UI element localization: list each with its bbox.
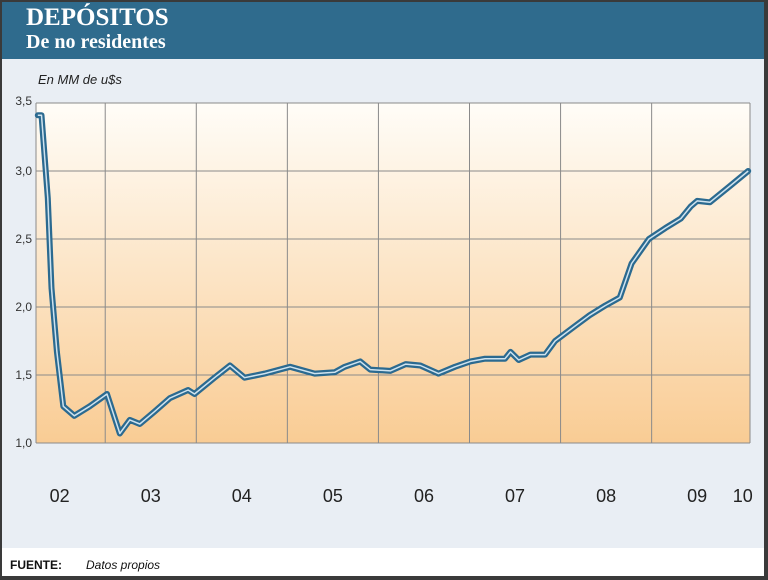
x-tick-label: 08: [596, 486, 616, 506]
y-tick-label: 1,0: [15, 436, 32, 450]
line-chart: En MM de u$s 1,0 1,5 2,0 2,5 3,0 3,5 02 03 04 05 0…: [15, 72, 753, 506]
chart-header: DEPÓSITOS De no residentes: [2, 2, 764, 59]
y-tick-label: 3,0: [15, 164, 32, 178]
chart-subtitle: De no residentes: [26, 31, 166, 53]
x-tick-label: 07: [505, 486, 525, 506]
source-footer: FUENTE: Datos propios: [2, 548, 764, 576]
x-tick-label: 04: [232, 486, 252, 506]
x-tick-label: 09: [687, 486, 707, 506]
source-label: FUENTE:: [10, 558, 62, 572]
y-tick-label: 2,5: [15, 232, 32, 246]
series-line: [37, 114, 749, 435]
x-tick-label: 06: [414, 486, 434, 506]
source-text: Datos propios: [86, 558, 161, 572]
y-tick-label: 3,5: [15, 94, 32, 108]
chart-title: DEPÓSITOS: [26, 4, 169, 31]
x-tick-label: 10: [733, 486, 753, 506]
y-tick-label: 1,5: [15, 368, 32, 382]
y-tick-label: 2,0: [15, 300, 32, 314]
plot-area: [36, 103, 750, 443]
x-tick-label: 03: [141, 486, 161, 506]
x-tick-label: 05: [323, 486, 343, 506]
y-axis-label: En MM de u$s: [38, 72, 122, 87]
x-tick-label: 02: [50, 486, 70, 506]
